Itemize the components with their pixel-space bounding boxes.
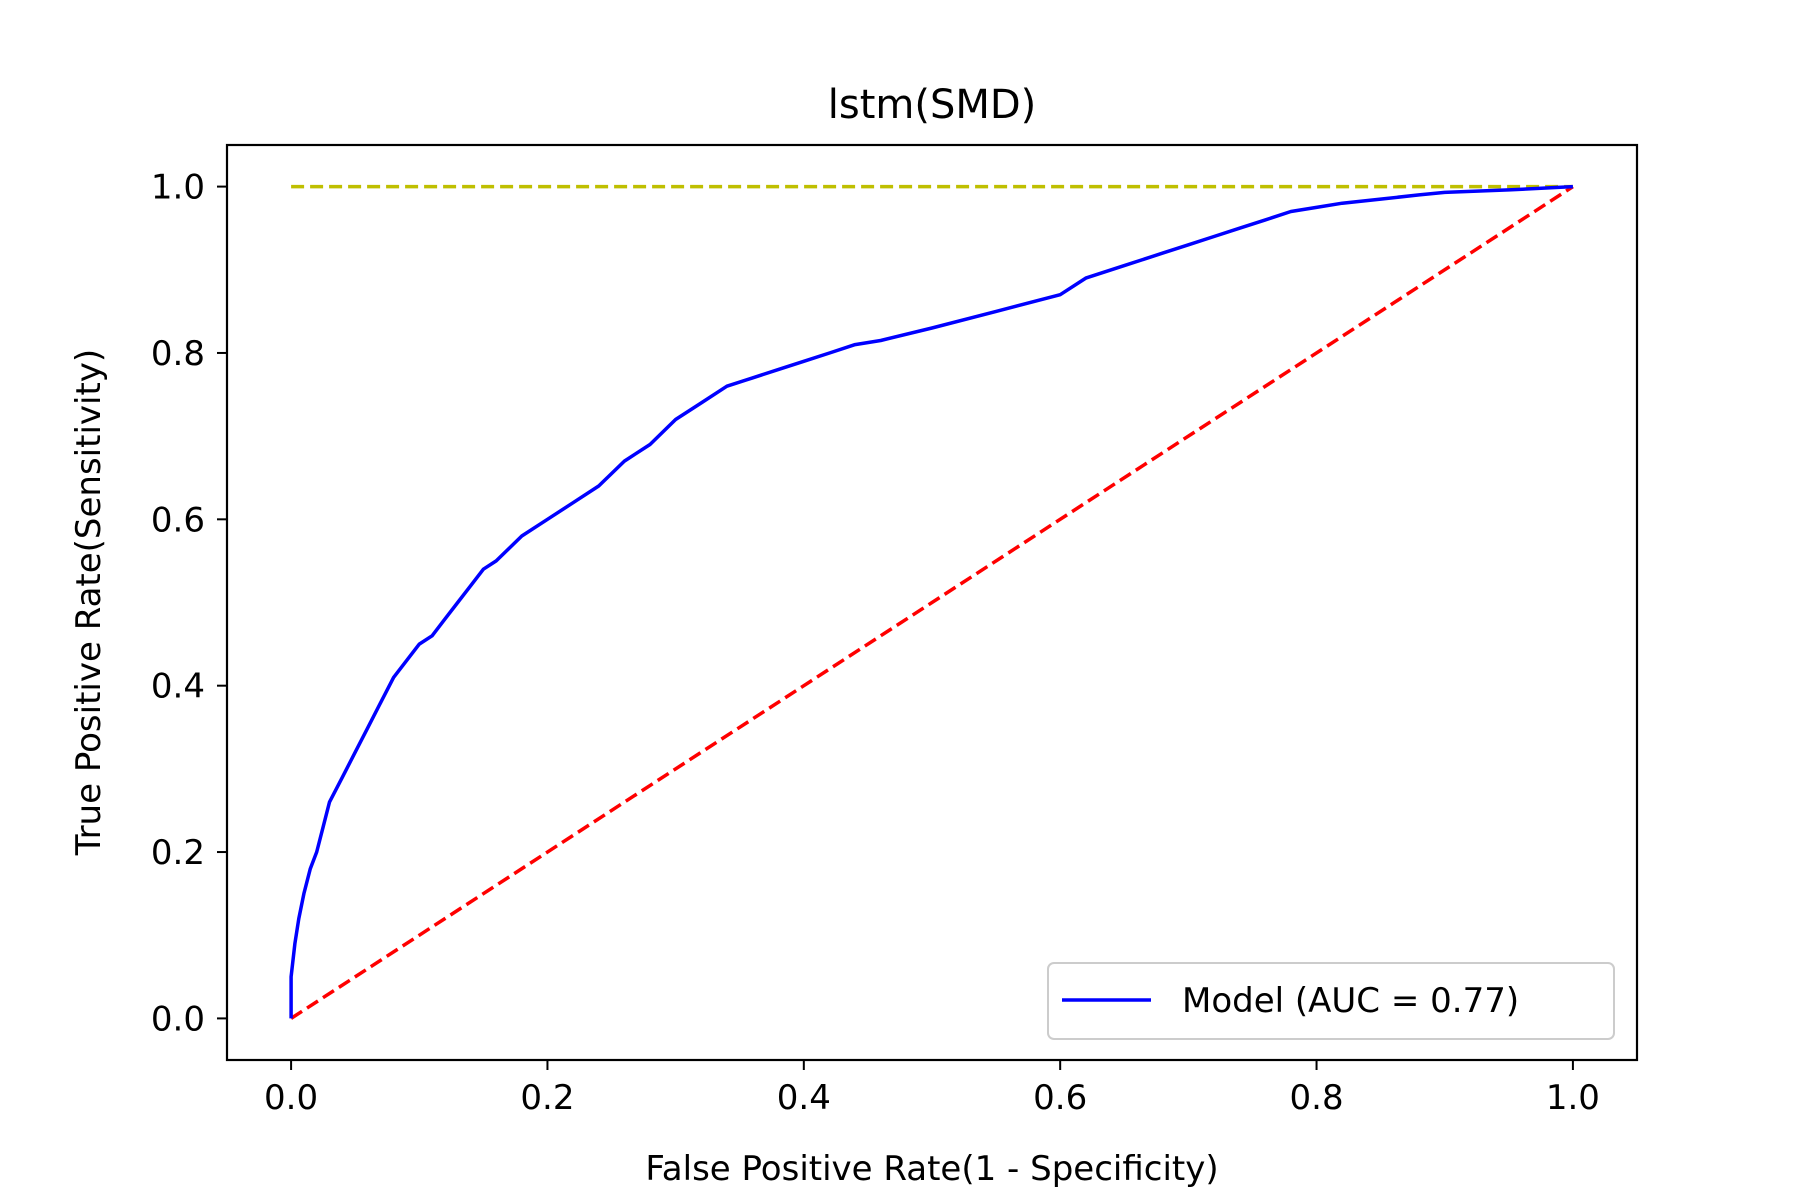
y-tick-label: 0.6 <box>151 500 205 540</box>
y-axis: 0.0 0.2 0.4 0.6 0.8 1.0 <box>151 168 227 1039</box>
x-axis-label: False Positive Rate(1 - Specificity) <box>645 1149 1218 1189</box>
x-tick-label: 0.4 <box>777 1078 831 1118</box>
legend-label-model: Model (AUC = 0.77) <box>1182 981 1519 1021</box>
x-tick-label: 0.8 <box>1290 1078 1344 1118</box>
plot-frame <box>225 143 1639 1062</box>
legend: Model (AUC = 0.77) <box>1047 962 1615 1040</box>
y-axis-label: True Positive Rate(Sensitivity) <box>69 349 109 856</box>
y-tick-label: 0.2 <box>151 833 205 873</box>
chart-title: lstm(SMD) <box>828 82 1037 128</box>
y-tick-label: 0.0 <box>151 999 205 1039</box>
x-tick-label: 0.2 <box>520 1078 574 1118</box>
series-line-chance <box>290 185 1574 1020</box>
x-tick-label: 0.0 <box>264 1078 318 1118</box>
y-tick-label: 0.4 <box>151 667 205 707</box>
y-tick-label: 1.0 <box>151 168 205 208</box>
legend-box <box>1047 962 1615 1040</box>
series-layer <box>289 184 1574 1020</box>
x-tick-label: 0.6 <box>1033 1078 1087 1118</box>
x-tick-label: 1.0 <box>1546 1078 1600 1118</box>
series-line-model <box>289 184 1573 1019</box>
y-tick-label: 0.8 <box>151 334 205 374</box>
x-axis: 0.0 0.2 0.4 0.6 0.8 1.0 <box>264 1060 1600 1118</box>
